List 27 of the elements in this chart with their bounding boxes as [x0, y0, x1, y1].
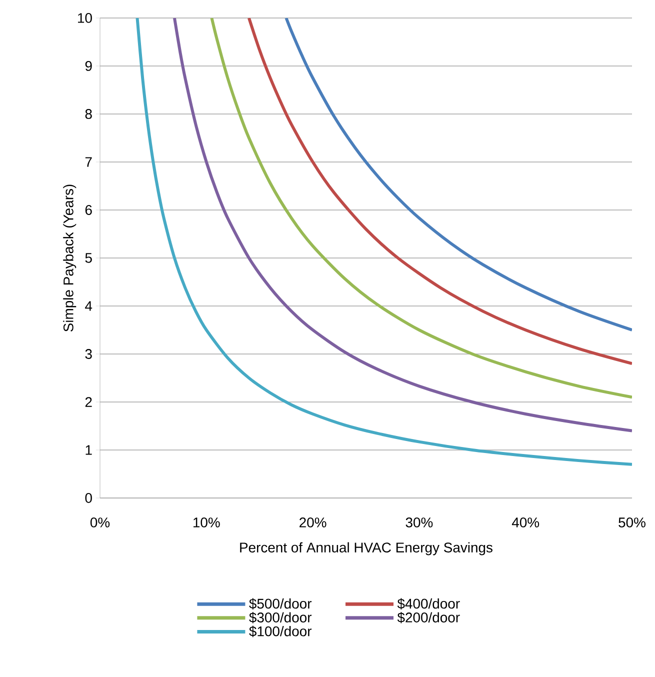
- x-tick-label: 0%: [90, 518, 110, 528]
- legend-label: $100/door: [249, 626, 312, 638]
- x-tick-label: 20%: [300, 518, 326, 528]
- legend-label: $300/door: [249, 612, 312, 624]
- y-tick-label: 3: [85, 349, 92, 359]
- y-tick-label: 7: [85, 157, 92, 167]
- y-tick-label: 8: [85, 109, 92, 119]
- line-series: [210, 18, 632, 399]
- y-tick-label: 0: [85, 493, 92, 503]
- x-tick-label: 50%: [618, 518, 646, 528]
- y-tick-label: 10: [78, 13, 92, 23]
- x-tick-label: 10%: [194, 518, 220, 528]
- legend-label: $200/door: [397, 612, 460, 624]
- line-series: [247, 18, 632, 366]
- y-tick-label: 1: [86, 445, 92, 455]
- x-axis-title: Percent of Annual HVAC Energy Savings: [240, 542, 492, 556]
- y-axis-title: Simple Payback (Years): [63, 184, 76, 332]
- y-tick-label: 6: [85, 205, 92, 215]
- x-tick-label: 30%: [406, 518, 433, 528]
- y-tick-label: 9: [85, 61, 92, 71]
- legend-label: $400/door: [397, 598, 460, 610]
- line-series: [284, 18, 632, 332]
- y-tick-label: 4: [85, 301, 92, 311]
- y-tick-label: 5: [85, 253, 92, 263]
- x-tick-label: 40%: [512, 518, 540, 528]
- legend-label: $500/door: [249, 598, 312, 610]
- y-tick-label: 2: [85, 397, 92, 407]
